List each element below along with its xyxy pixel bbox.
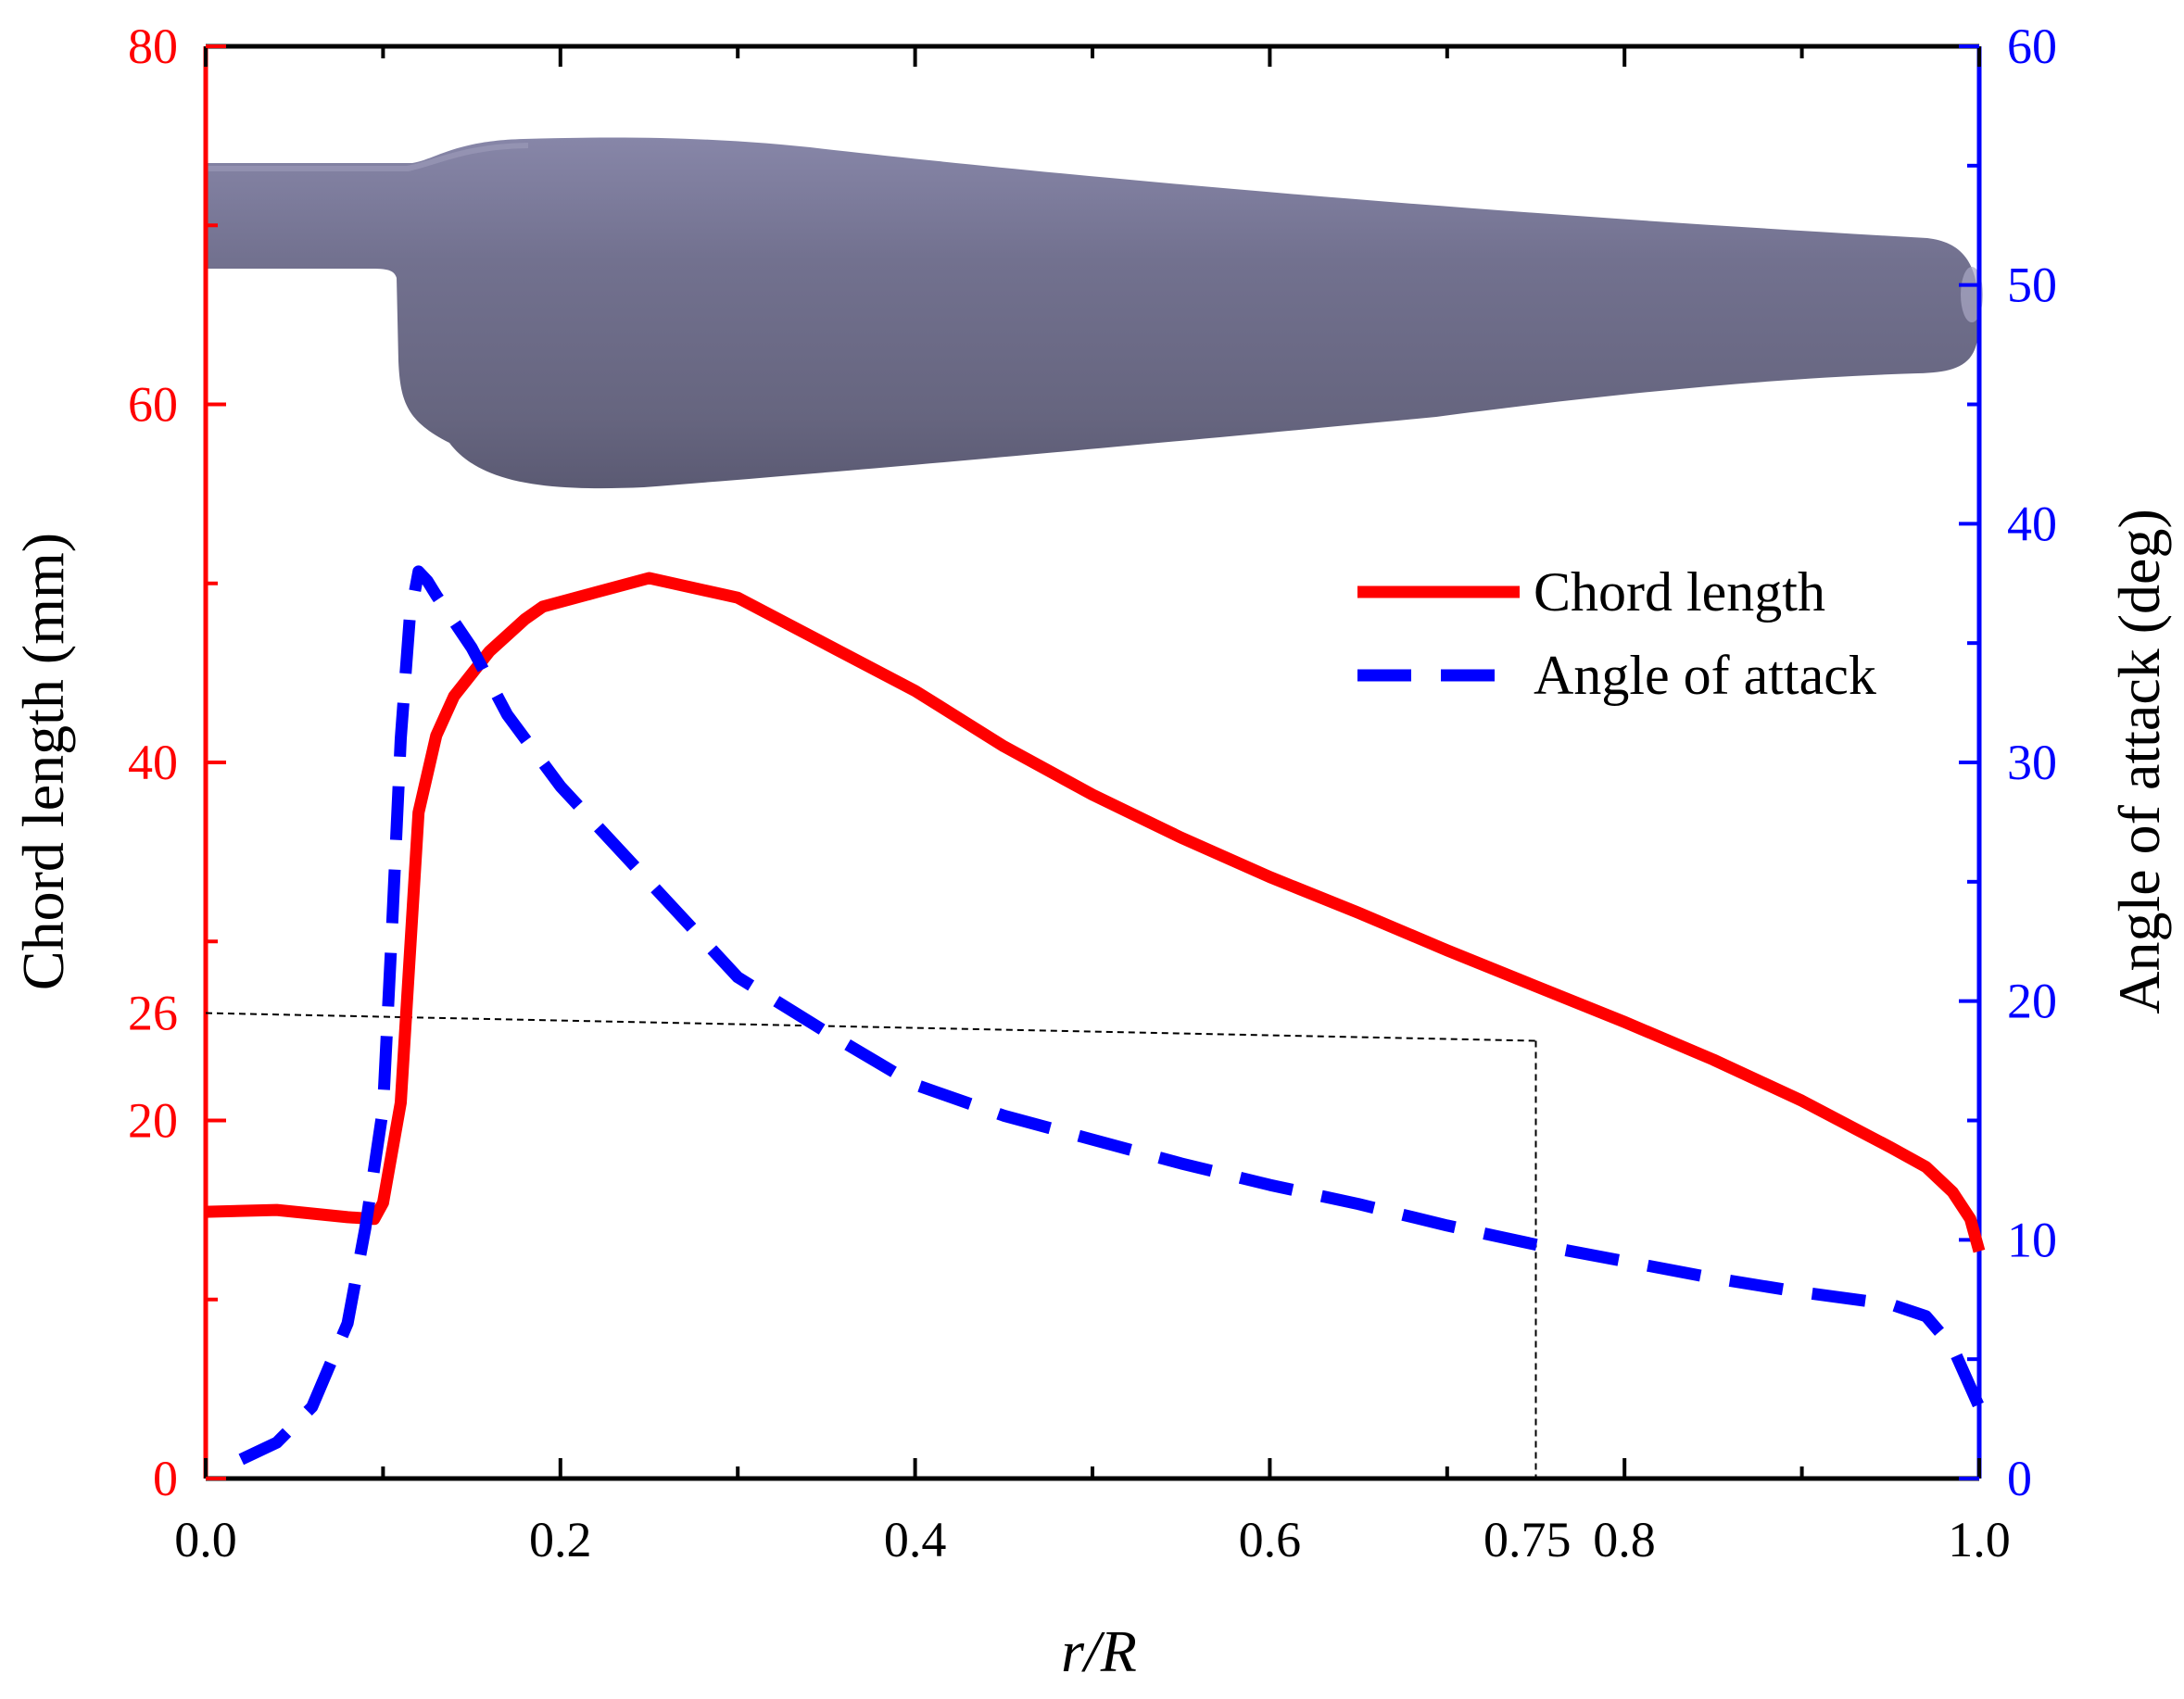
blade-root-highlight: [206, 143, 529, 171]
y-left-tick-label: 80: [128, 19, 178, 74]
x-tick-label: 0.6: [1239, 1512, 1302, 1567]
y-left-tick-label: 60: [128, 377, 178, 433]
y-left-tick-label: 0: [153, 1451, 178, 1506]
y-axis-left-title: Chord length (mm): [10, 533, 76, 990]
data-series: [205, 565, 1986, 1466]
legend: Chord length Angle of attack: [1357, 561, 1876, 706]
y-right-tick-label: 40: [2007, 496, 2057, 551]
x-tick-label: 0.75: [1483, 1512, 1572, 1567]
y-right-tick-label: 0: [2007, 1451, 2032, 1506]
legend-label-chord: Chord length: [1534, 561, 1825, 623]
blade-shape: [206, 137, 1979, 489]
axis-ticks: 0.0 0.2 0.4 0.6 0.75 0.8 1.0 0 20 26 40 60 80 0 10 20 30…: [128, 19, 2057, 1567]
x-tick-label: 1.0: [1948, 1512, 2011, 1567]
y-axis-right-title: Angle of attack (deg): [2106, 509, 2172, 1014]
y-right-tick-label: 30: [2007, 735, 2057, 790]
x-tick-label: 0.2: [529, 1512, 592, 1567]
series-chord-length-line: [205, 572, 1986, 1253]
y-left-tick-label: 40: [128, 735, 178, 790]
blade-planform-image: [206, 137, 1983, 489]
x-axis-title: r/R: [1061, 1618, 1137, 1684]
y-right-tick-label: 20: [2007, 974, 2057, 1029]
x-tick-label: 0.0: [174, 1512, 237, 1567]
y-right-tick-label: 10: [2007, 1212, 2057, 1267]
legend-label-angle: Angle of attack: [1534, 645, 1876, 706]
y-right-tick-label: 60: [2007, 19, 2057, 74]
x-tick-label: 0.4: [884, 1512, 947, 1567]
y-left-tick-label: 26: [128, 986, 178, 1041]
x-tick-label: 0.8: [1593, 1512, 1656, 1567]
series-angle-of-attack-line: [238, 565, 1985, 1466]
reference-lines: [205, 1012, 1537, 1479]
y-right-tick-label: 50: [2007, 258, 2057, 313]
y-left-tick-label: 20: [128, 1093, 178, 1149]
